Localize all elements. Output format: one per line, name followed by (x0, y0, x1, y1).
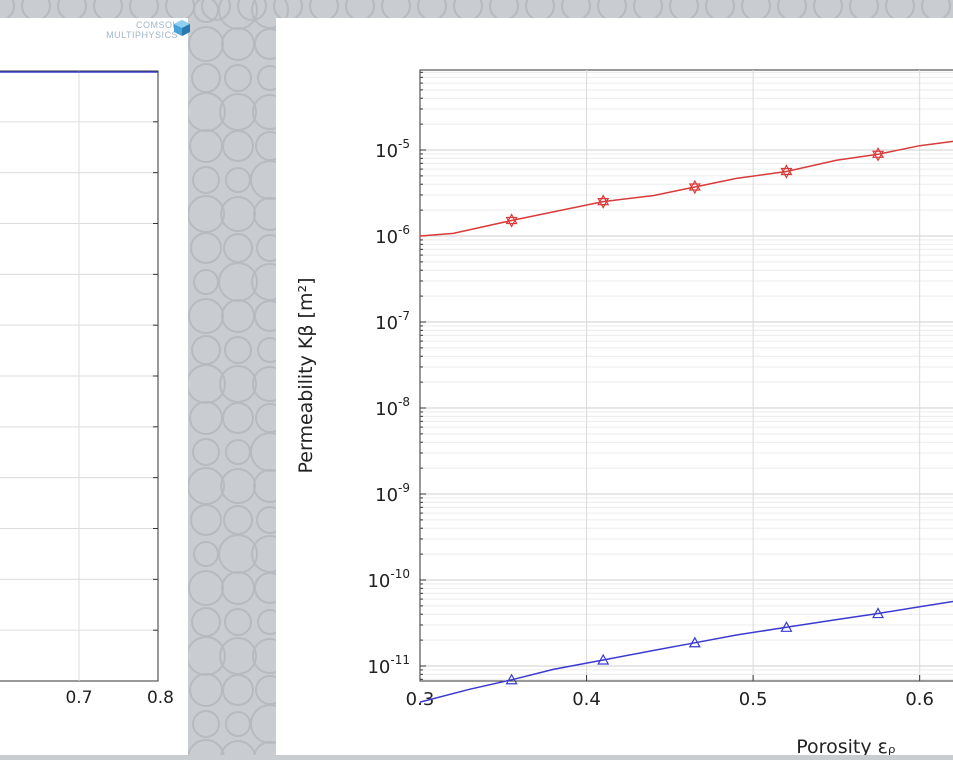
x-tick-label: 0.7 (65, 688, 92, 708)
bubble (222, 130, 254, 162)
x-tick-label: 0.4 (572, 689, 601, 710)
bubble (0, 0, 15, 21)
data-point-marker (597, 194, 610, 209)
watermark-line1: COMSOL (135, 20, 178, 30)
plot-frame (419, 69, 953, 682)
x-tick-label: 0.6 (905, 689, 934, 710)
y-axis-label: Permeability Kβ [m²] (295, 278, 317, 474)
right-chart-panel: 0.3 0.4 0.5 0.6 10-5 10-6 10-7 10-8 10-9 10-10 10-… (276, 18, 953, 758)
data-point-marker (597, 653, 610, 665)
left-chart-panel: COMSOL MULTIPHYSICS 0.7 0.8 (0, 18, 190, 755)
bubble (192, 438, 220, 466)
series-line (419, 140, 953, 237)
bubble (190, 504, 222, 536)
bubble (192, 710, 220, 738)
data-point-marker (780, 621, 793, 632)
y-tick-label: 10-9 (375, 481, 410, 506)
y-tick-label: 10-7 (375, 309, 410, 334)
data-point-marker (688, 179, 701, 195)
data-point-marker (505, 213, 518, 228)
y-tick-label: 10-6 (375, 223, 410, 248)
x-tick-label: 0.8 (147, 688, 174, 708)
data-point-marker (872, 607, 885, 619)
y-tick-label: 10-5 (375, 137, 410, 162)
bubble (187, 739, 225, 755)
x-axis-label: Porosity εᵨ (796, 736, 895, 755)
data-point-marker (780, 164, 793, 179)
bubble (220, 740, 256, 755)
left-chart: 0.7 0.8 (0, 70, 174, 708)
data-point-marker (505, 673, 518, 685)
bubble (237, 0, 267, 21)
permeability-chart: 0.3 0.4 0.5 0.6 10-5 10-6 10-7 10-8 10-9 10-10 10-… (295, 69, 953, 758)
series-line (419, 600, 953, 703)
x-tick-label: 0.5 (739, 689, 768, 710)
bubble (222, 674, 254, 706)
x-tick-label: 0.3 (406, 689, 435, 710)
bubble (190, 232, 222, 264)
comsol-watermark: COMSOL MULTIPHYSICS (106, 20, 178, 40)
y-tick-label: 10-10 (367, 567, 410, 592)
bubble (224, 64, 252, 92)
y-tick-label: 10-11 (367, 653, 410, 678)
data-point-marker (872, 147, 885, 162)
bubble (253, 741, 287, 755)
bubble (201, 0, 231, 21)
watermark-line2: MULTIPHYSICS (106, 30, 178, 40)
comsol-cube-icon (174, 20, 190, 36)
bubble (192, 166, 220, 194)
y-tick-label: 10-8 (375, 395, 410, 420)
data-point-marker (688, 636, 701, 648)
bubble (222, 402, 254, 434)
bubble (224, 608, 252, 636)
bubble (224, 336, 252, 364)
